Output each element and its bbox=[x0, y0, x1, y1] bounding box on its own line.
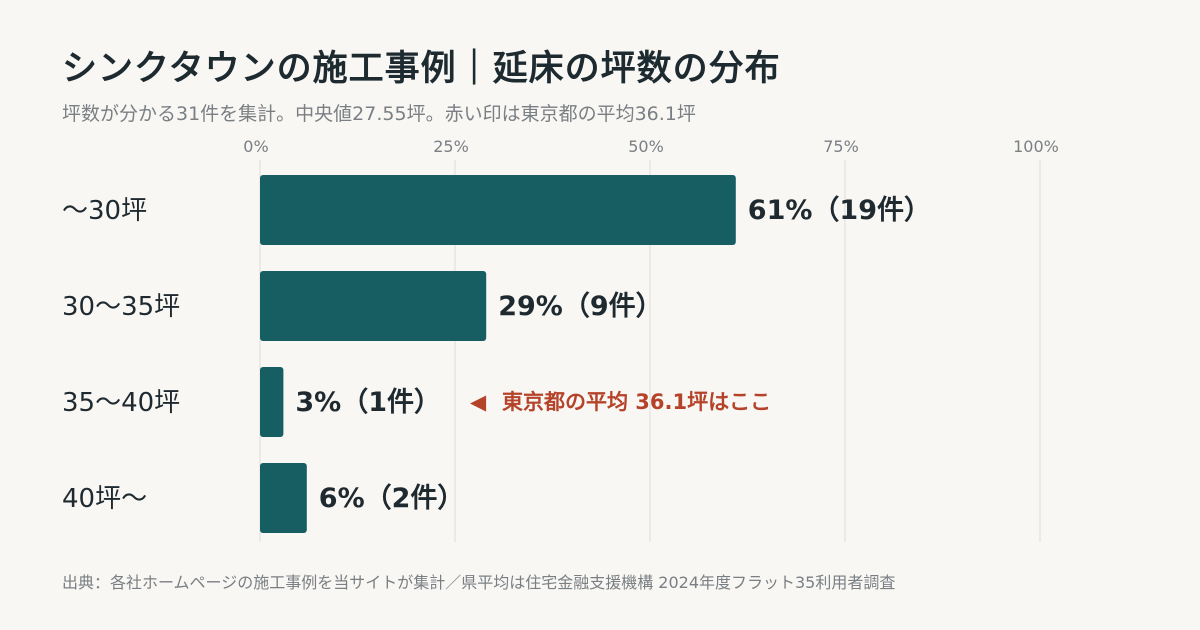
x-axis-ticks: 0% 25% 50% 75% 100% bbox=[243, 137, 1059, 156]
chart-subtitle: 坪数が分かる31件を集計。中央値27.55坪。赤い印は東京都の平均36.1坪 bbox=[62, 103, 696, 125]
data-label: 3%（1件） bbox=[295, 387, 441, 418]
chart-title: シンクタウンの施工事例｜延床の坪数の分布 bbox=[62, 49, 781, 89]
x-tick-label: 100% bbox=[1013, 137, 1059, 156]
bar bbox=[260, 463, 307, 533]
category-label: 30〜35坪 bbox=[62, 292, 180, 322]
category-label: 40坪〜 bbox=[62, 484, 147, 514]
labels: 〜30坪 61%（19件） 30〜35坪 29%（9件） 35〜40坪 3%（1件） 40坪… bbox=[62, 195, 931, 514]
data-label: 6%（2件） bbox=[319, 483, 465, 514]
annotation-text: 東京都の平均 36.1坪はここ bbox=[502, 390, 771, 414]
x-tick-label: 0% bbox=[243, 137, 268, 156]
category-label: 〜30坪 bbox=[62, 196, 147, 226]
category-label: 35〜40坪 bbox=[62, 388, 180, 418]
x-tick-label: 75% bbox=[823, 137, 859, 156]
x-tick-label: 50% bbox=[628, 137, 664, 156]
annotation-marker: ◀ bbox=[470, 390, 487, 414]
data-label: 61%（19件） bbox=[748, 195, 931, 226]
x-tick-label: 25% bbox=[433, 137, 469, 156]
bars bbox=[260, 175, 736, 533]
data-label: 29%（9件） bbox=[498, 291, 662, 322]
source-note: 出典：各社ホームページの施工事例を当サイトが集計／県平均は住宅金融支援機構 20… bbox=[62, 573, 896, 592]
bar bbox=[260, 271, 487, 341]
bar bbox=[260, 175, 736, 245]
bar bbox=[260, 367, 284, 437]
